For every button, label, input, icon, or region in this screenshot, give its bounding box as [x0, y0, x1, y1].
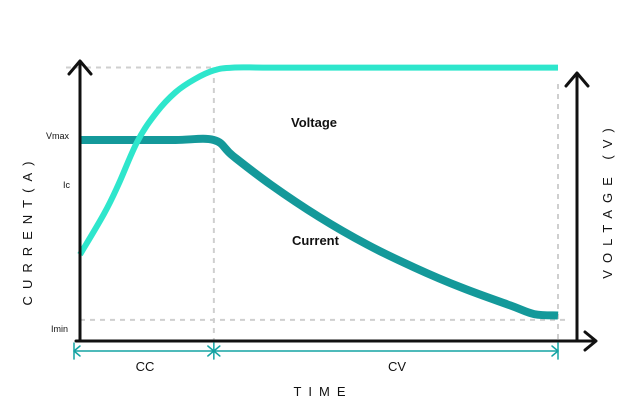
series-lines [77, 64, 559, 320]
axes [67, 59, 598, 352]
phase-arrows [73, 342, 559, 360]
tick-label-vmax: Vmax [46, 131, 70, 141]
series-label-current: Current [292, 233, 340, 248]
y-axis-title-right: VOLTAGE (V) [600, 121, 615, 278]
x-axis-arrowhead [583, 330, 598, 352]
series-label-voltage: Voltage [291, 115, 337, 130]
phase-label-cc: CC [136, 359, 155, 374]
phase-label-cv: CV [388, 359, 406, 374]
x-axis-title: TIME [293, 384, 352, 399]
y-axis-title-left: CURRENT(A) [20, 155, 35, 306]
y-axis-right-arrowhead [564, 71, 590, 88]
tick-label-ic: Ic [63, 180, 71, 190]
tick-label-imin: Imin [51, 324, 68, 334]
y-axis-left-arrowhead [67, 59, 93, 76]
series-line-current [80, 134, 559, 320]
series-line-voltage [77, 64, 558, 257]
